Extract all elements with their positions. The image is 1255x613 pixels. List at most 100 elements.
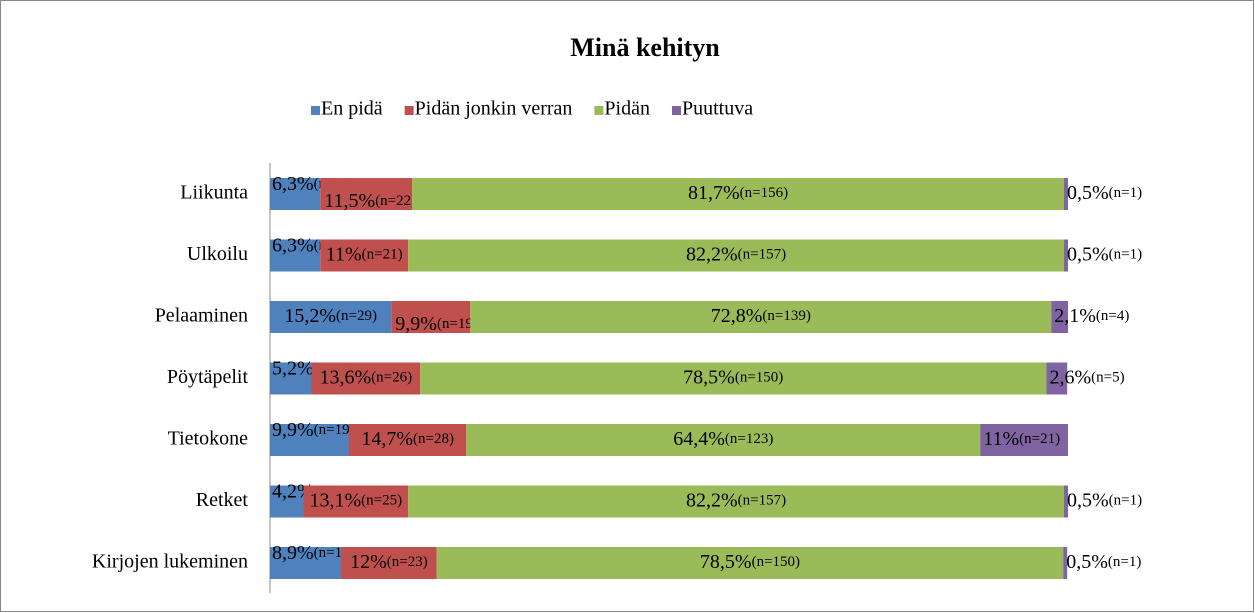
bar-segment (436, 547, 1064, 579)
data-label-value: 9,9% (395, 313, 437, 335)
data-label-value: 82,2% (686, 489, 738, 511)
data-label-n: (n=139) (762, 308, 810, 324)
data-label-value: 6,3% (272, 173, 314, 195)
bar-segment (270, 362, 312, 395)
data-label-n: (n=4) (1096, 308, 1129, 324)
category-label: Tietokone (168, 428, 249, 450)
legend-swatch (404, 106, 414, 115)
bar-segment (1051, 301, 1068, 333)
data-label-value: 15,2% (284, 305, 336, 327)
data-label-value: 82,2% (686, 243, 738, 265)
data-label: 2,1%(n=4) (1054, 305, 1129, 327)
data-label-n: (n=1) (1109, 247, 1142, 263)
data-label-value: 64,4% (673, 428, 725, 450)
category-label: Liikunta (180, 182, 248, 204)
bar-segment (270, 239, 321, 272)
data-label-value: 72,8% (711, 305, 763, 327)
bar-segment (391, 301, 471, 333)
data-label-n: (n=123) (725, 431, 773, 447)
data-label-value: 13,6% (319, 366, 371, 388)
bar-segment (1064, 485, 1068, 518)
legend-label: Pidän (604, 98, 650, 120)
data-label-n: (n=157) (738, 247, 786, 263)
legend-swatch (594, 106, 604, 115)
legend-label: En pidä (321, 98, 383, 120)
bar-segment (1046, 362, 1068, 395)
bar-segment (1064, 239, 1068, 272)
category-label: Pöytäpelit (167, 366, 249, 388)
data-label: 0,5%(n=1) (1067, 182, 1142, 204)
data-label: 0,5%(n=1) (1067, 243, 1142, 265)
data-label-value: 11,5% (324, 190, 375, 212)
data-label-value: 8,9% (272, 542, 314, 564)
data-label: 0,5%(n=1) (1067, 489, 1142, 511)
bar-segment (320, 239, 409, 272)
data-label-value: 78,5% (700, 551, 752, 573)
bar-segment (270, 178, 321, 210)
data-label-value: 13,1% (309, 489, 361, 511)
data-label: 0,5%(n=1) (1066, 551, 1141, 573)
data-label: 11%(n=21) (983, 428, 1060, 450)
data-label-n: (n=28) (413, 431, 454, 447)
data-label-value: 78,5% (683, 366, 735, 388)
chart-title: Minä kehityn (570, 33, 720, 62)
bar-segment (303, 485, 409, 518)
bar-segment (1064, 178, 1068, 210)
data-label-value: 81,7% (688, 182, 740, 204)
bar-segment (470, 301, 1052, 333)
data-label-value: 0,5% (1067, 182, 1109, 204)
data-label-value: 4,2% (272, 480, 314, 502)
data-label-n: (n=1) (1108, 554, 1141, 570)
category-label: Ulkoilu (187, 243, 248, 265)
data-label-n: (n=157) (738, 493, 786, 509)
data-label-n: (n=19) (314, 422, 355, 438)
bar-segment (412, 178, 1065, 210)
data-label: 14,7%(n=28) (361, 428, 454, 450)
data-label: 9,9%(n=19) (272, 419, 355, 441)
data-label: 81,7%(n=156) (688, 182, 788, 204)
bar-segment (311, 362, 421, 395)
bar-segment (320, 178, 413, 210)
data-label-n: (n=150) (752, 554, 800, 570)
data-label-n: (n=26) (371, 370, 412, 386)
bar-segment (270, 547, 342, 579)
data-label-n: (n=150) (735, 370, 783, 386)
data-label: 12%(n=23) (350, 551, 428, 573)
data-label: 13,6%(n=26) (319, 366, 412, 388)
data-label: 13,1%(n=25) (309, 489, 402, 511)
bar-segment (466, 424, 981, 456)
data-label: 15,2%(n=29) (284, 305, 377, 327)
category-label: Retket (196, 489, 249, 511)
data-label-n: (n=1) (1109, 185, 1142, 201)
data-label: 78,5%(n=150) (683, 366, 783, 388)
bar-segment (270, 485, 304, 518)
bar-segment (341, 547, 437, 579)
data-label: 64,4%(n=123) (673, 428, 773, 450)
data-label: 72,8%(n=139) (711, 305, 811, 327)
data-label-n: (n=19) (437, 316, 478, 332)
data-label-value: 14,7% (361, 428, 413, 450)
data-label-n: (n=1) (1109, 493, 1142, 509)
data-label-n: (n=5) (1091, 370, 1124, 386)
data-label-n: (n=21) (1019, 431, 1060, 447)
bar-segment (270, 301, 392, 333)
legend-label: Puuttuva (682, 98, 753, 120)
data-label: 11%(n=21) (326, 243, 403, 265)
legend-swatch (671, 106, 681, 115)
bar-segment (980, 424, 1068, 456)
bar-segment (270, 424, 350, 456)
data-label-value: 5,2% (272, 357, 314, 379)
data-label-value: 0,5% (1067, 489, 1109, 511)
bar-segment (408, 239, 1065, 272)
data-label-n: (n=29) (336, 308, 377, 324)
data-label-value: 9,9% (272, 419, 314, 441)
bar-segment (420, 362, 1047, 395)
data-label-value: 11% (326, 243, 362, 265)
data-label: 9,9%(n=19) (395, 313, 478, 335)
data-label: 11,5%(n=22) (324, 190, 416, 212)
bar-segment (408, 485, 1065, 518)
data-label: 2,6%(n=5) (1049, 366, 1124, 388)
data-label-value: 11% (983, 428, 1019, 450)
category-label: Kirjojen lukeminen (92, 551, 248, 573)
data-label-value: 2,1% (1054, 305, 1096, 327)
